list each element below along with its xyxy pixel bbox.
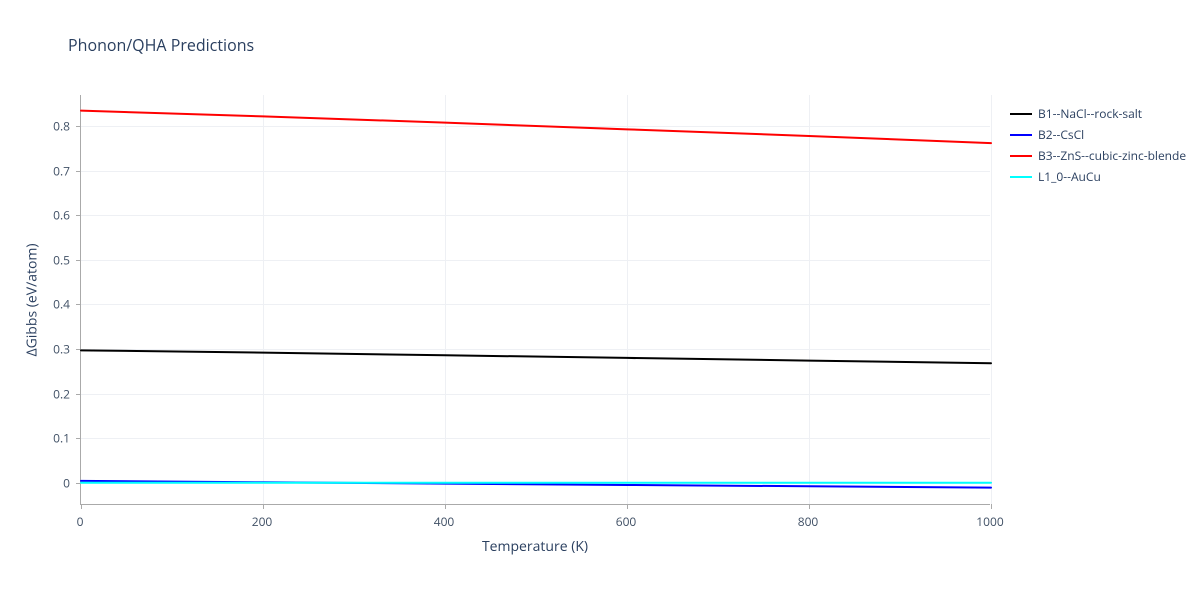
- x-gridline: [991, 95, 992, 504]
- y-tick-label: 0.5: [53, 251, 70, 268]
- chart-title: Phonon/QHA Predictions: [68, 34, 254, 56]
- x-axis-label: Temperature (K): [482, 537, 588, 556]
- legend-item-2[interactable]: B3--ZnS--cubic-zinc-blende: [1010, 147, 1186, 164]
- legend-label-2: B3--ZnS--cubic-zinc-blende: [1038, 147, 1186, 164]
- x-tick-mark: [991, 504, 992, 509]
- y-tick-label: 0.8: [53, 118, 70, 135]
- series-line-2[interactable]: [81, 111, 991, 144]
- x-tick-label: 400: [434, 513, 455, 530]
- legend-swatch-1: [1010, 134, 1032, 136]
- y-tick-label: 0.4: [53, 296, 70, 313]
- x-tick-label: 800: [798, 513, 819, 530]
- x-tick-label: 600: [616, 513, 637, 530]
- y-tick-label: 0.2: [53, 385, 70, 402]
- legend-swatch-2: [1010, 155, 1032, 157]
- series-line-0[interactable]: [81, 350, 991, 363]
- y-tick-label: 0.1: [53, 430, 70, 447]
- x-tick-label: 1000: [976, 513, 1003, 530]
- plot-area[interactable]: [80, 95, 990, 505]
- x-tick-label: 200: [252, 513, 273, 530]
- y-tick-label: 0.7: [53, 162, 70, 179]
- legend-label-0: B1--NaCl--rock-salt: [1038, 105, 1142, 122]
- legend-label-1: B2--CsCl: [1038, 126, 1084, 143]
- y-tick-label: 0.3: [53, 341, 70, 358]
- y-tick-label: 0: [63, 474, 70, 491]
- legend-item-3[interactable]: L1_0--AuCu: [1010, 168, 1186, 185]
- series-svg: [81, 95, 991, 505]
- legend-swatch-3: [1010, 176, 1032, 178]
- legend-item-0[interactable]: B1--NaCl--rock-salt: [1010, 105, 1186, 122]
- legend-label-3: L1_0--AuCu: [1038, 168, 1101, 185]
- y-tick-label: 0.6: [53, 207, 70, 224]
- y-axis-label: ΔGibbs (eV/atom): [23, 243, 42, 356]
- x-tick-label: 0: [77, 513, 84, 530]
- legend: B1--NaCl--rock-salt B2--CsCl B3--ZnS--cubi…: [1010, 105, 1186, 189]
- legend-swatch-0: [1010, 113, 1032, 115]
- legend-item-1[interactable]: B2--CsCl: [1010, 126, 1186, 143]
